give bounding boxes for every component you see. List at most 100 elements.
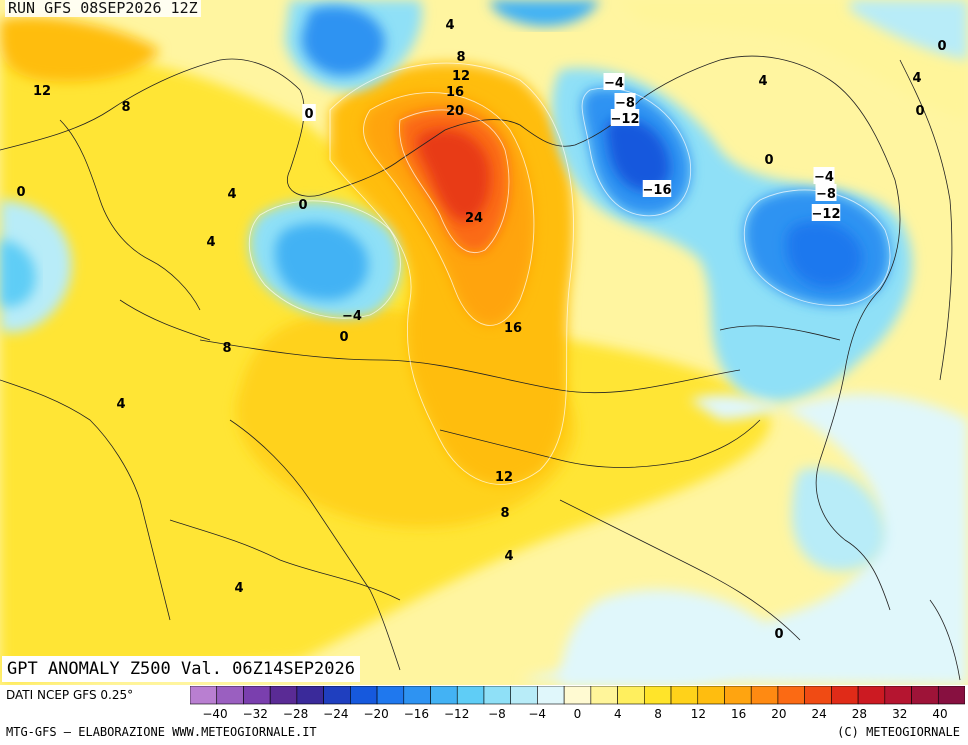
legend-ticks: −40 −32 −28 −24 −20 −16 −12 −8 −4 0 4 8 12 16 20 24 28 32… bbox=[202, 707, 947, 721]
contour-label: −4 bbox=[342, 309, 362, 324]
contour-label: 0 bbox=[339, 330, 348, 345]
contour-label-bg bbox=[642, 180, 672, 197]
legend-swatch bbox=[670, 685, 699, 705]
credit-left: MTG-GFS — ELABORAZIONE WWW.METEOGIORNALE… bbox=[6, 725, 317, 739]
contour-label-bg bbox=[614, 93, 636, 110]
legend-tick-label: 0 bbox=[574, 707, 582, 721]
contour-label: 4 bbox=[758, 74, 767, 89]
contour-label: 8 bbox=[121, 100, 130, 115]
legend-tick-label: 28 bbox=[852, 707, 867, 721]
contour-label: 16 bbox=[504, 321, 522, 336]
legend-swatch bbox=[750, 685, 779, 705]
legend-tick-label: 40 bbox=[932, 707, 947, 721]
contour-label: 8 bbox=[222, 341, 231, 356]
coastlines-borders bbox=[0, 55, 961, 681]
contour-label-bg bbox=[610, 109, 640, 126]
legend-tick-label: −8 bbox=[488, 707, 506, 721]
legend-swatch bbox=[269, 685, 298, 705]
map-title: GPT ANOMALY Z500 Val. 06Z14SEP2026 bbox=[2, 656, 360, 682]
color-legend: −40 −32 −28 −24 −20 −16 −12 −8 −4 0 4 8 12 16 20 24 28 32… bbox=[189, 685, 966, 724]
contour-label-bg bbox=[603, 73, 625, 90]
legend-swatch bbox=[804, 685, 832, 705]
contour-label: 20 bbox=[446, 104, 464, 119]
contour-label: 4 bbox=[234, 581, 243, 596]
contour-label: 4 bbox=[227, 187, 236, 202]
legend-swatch bbox=[777, 685, 805, 705]
contour-label: 8 bbox=[456, 50, 465, 65]
contour-label: −12 bbox=[611, 112, 640, 127]
contour-label: 0 bbox=[774, 627, 783, 642]
legend-swatch bbox=[697, 685, 725, 705]
contour-label: 4 bbox=[504, 549, 513, 564]
run-label: RUN GFS 08SEP2026 12Z bbox=[5, 0, 201, 17]
legend-tick-label: 8 bbox=[654, 707, 662, 721]
legend-tick-label: −28 bbox=[283, 707, 308, 721]
contour-label: −12 bbox=[812, 207, 841, 222]
legend-swatch bbox=[296, 685, 324, 705]
contour-label: 0 bbox=[915, 104, 924, 119]
legend-swatch bbox=[243, 685, 271, 705]
legend-swatch bbox=[430, 685, 458, 705]
legend-swatch bbox=[617, 685, 645, 705]
contour-label: 8 bbox=[500, 506, 509, 521]
legend-tick-label: 4 bbox=[614, 707, 622, 721]
legend-tick-label: 16 bbox=[731, 707, 746, 721]
legend-swatch bbox=[563, 685, 592, 705]
contour-label-bg bbox=[815, 184, 837, 201]
legend-swatch bbox=[189, 685, 218, 705]
legend-swatch bbox=[724, 685, 752, 705]
contour-label: 4 bbox=[445, 18, 454, 33]
anomaly-map: 4 8 12 16 20 24 0 −4 −8 −12 −16 −4 −8 −12 0 0 4 0 4 12 8 0 4 4 0… bbox=[0, 0, 968, 685]
contour-label: 4 bbox=[206, 235, 215, 250]
legend-swatch bbox=[937, 685, 966, 705]
legend-swatch bbox=[644, 685, 672, 705]
legend-tick-label: −24 bbox=[323, 707, 348, 721]
legend-swatches bbox=[189, 685, 966, 705]
legend-swatch bbox=[590, 685, 618, 705]
contour-label: 4 bbox=[116, 397, 125, 412]
contour-label-bg bbox=[811, 204, 841, 221]
legend-tick-label: −40 bbox=[202, 707, 227, 721]
legend-swatch bbox=[884, 685, 912, 705]
legend-tick-label: 24 bbox=[812, 707, 827, 721]
contour-label: 24 bbox=[465, 211, 483, 226]
legend-swatch bbox=[537, 685, 565, 705]
legend-swatch bbox=[323, 685, 351, 705]
contour-label: −16 bbox=[643, 183, 672, 198]
anomaly-field bbox=[0, 0, 968, 685]
contour-label: −8 bbox=[816, 187, 836, 202]
contour-label-bg bbox=[813, 167, 835, 184]
legend-tick-label: 32 bbox=[892, 707, 907, 721]
contour-label: −8 bbox=[615, 96, 635, 111]
contour-label: 12 bbox=[495, 470, 513, 485]
legend-swatch bbox=[483, 685, 511, 705]
legend-swatch bbox=[831, 685, 859, 705]
contour-label: 4 bbox=[912, 71, 921, 86]
contour-label: 12 bbox=[33, 84, 51, 99]
legend-tick-label: 20 bbox=[771, 707, 786, 721]
legend-swatch bbox=[911, 685, 939, 705]
contour-label: 0 bbox=[764, 153, 773, 168]
isolines bbox=[248, 62, 891, 485]
contour-label-bg bbox=[302, 104, 316, 121]
legend-swatch bbox=[510, 685, 538, 705]
legend-swatch bbox=[350, 685, 378, 705]
legend-swatch bbox=[456, 685, 485, 705]
legend-swatch bbox=[376, 685, 405, 705]
footer: DATI NCEP GFS 0.25° −40 −32 −28 −24 −20 −16 −1… bbox=[0, 685, 968, 745]
contour-label: −4 bbox=[814, 170, 834, 185]
legend-tick-label: −16 bbox=[404, 707, 429, 721]
legend-swatch bbox=[403, 685, 431, 705]
contour-label: 12 bbox=[452, 69, 470, 84]
legend-tick-label: −4 bbox=[528, 707, 546, 721]
credit-right: (C) METEOGIORNALE bbox=[837, 725, 960, 739]
contour-label: 0 bbox=[298, 198, 307, 213]
legend-tick-label: −12 bbox=[444, 707, 469, 721]
contour-label: −4 bbox=[604, 76, 624, 91]
data-source: DATI NCEP GFS 0.25° bbox=[6, 688, 134, 702]
legend-swatch bbox=[857, 685, 886, 705]
contour-label: 0 bbox=[937, 39, 946, 54]
contour-label: 0 bbox=[16, 185, 25, 200]
legend-tick-label: −32 bbox=[243, 707, 268, 721]
contour-labels: 48121620240−4−8−12−16−4−8−12004041280440… bbox=[16, 18, 946, 642]
